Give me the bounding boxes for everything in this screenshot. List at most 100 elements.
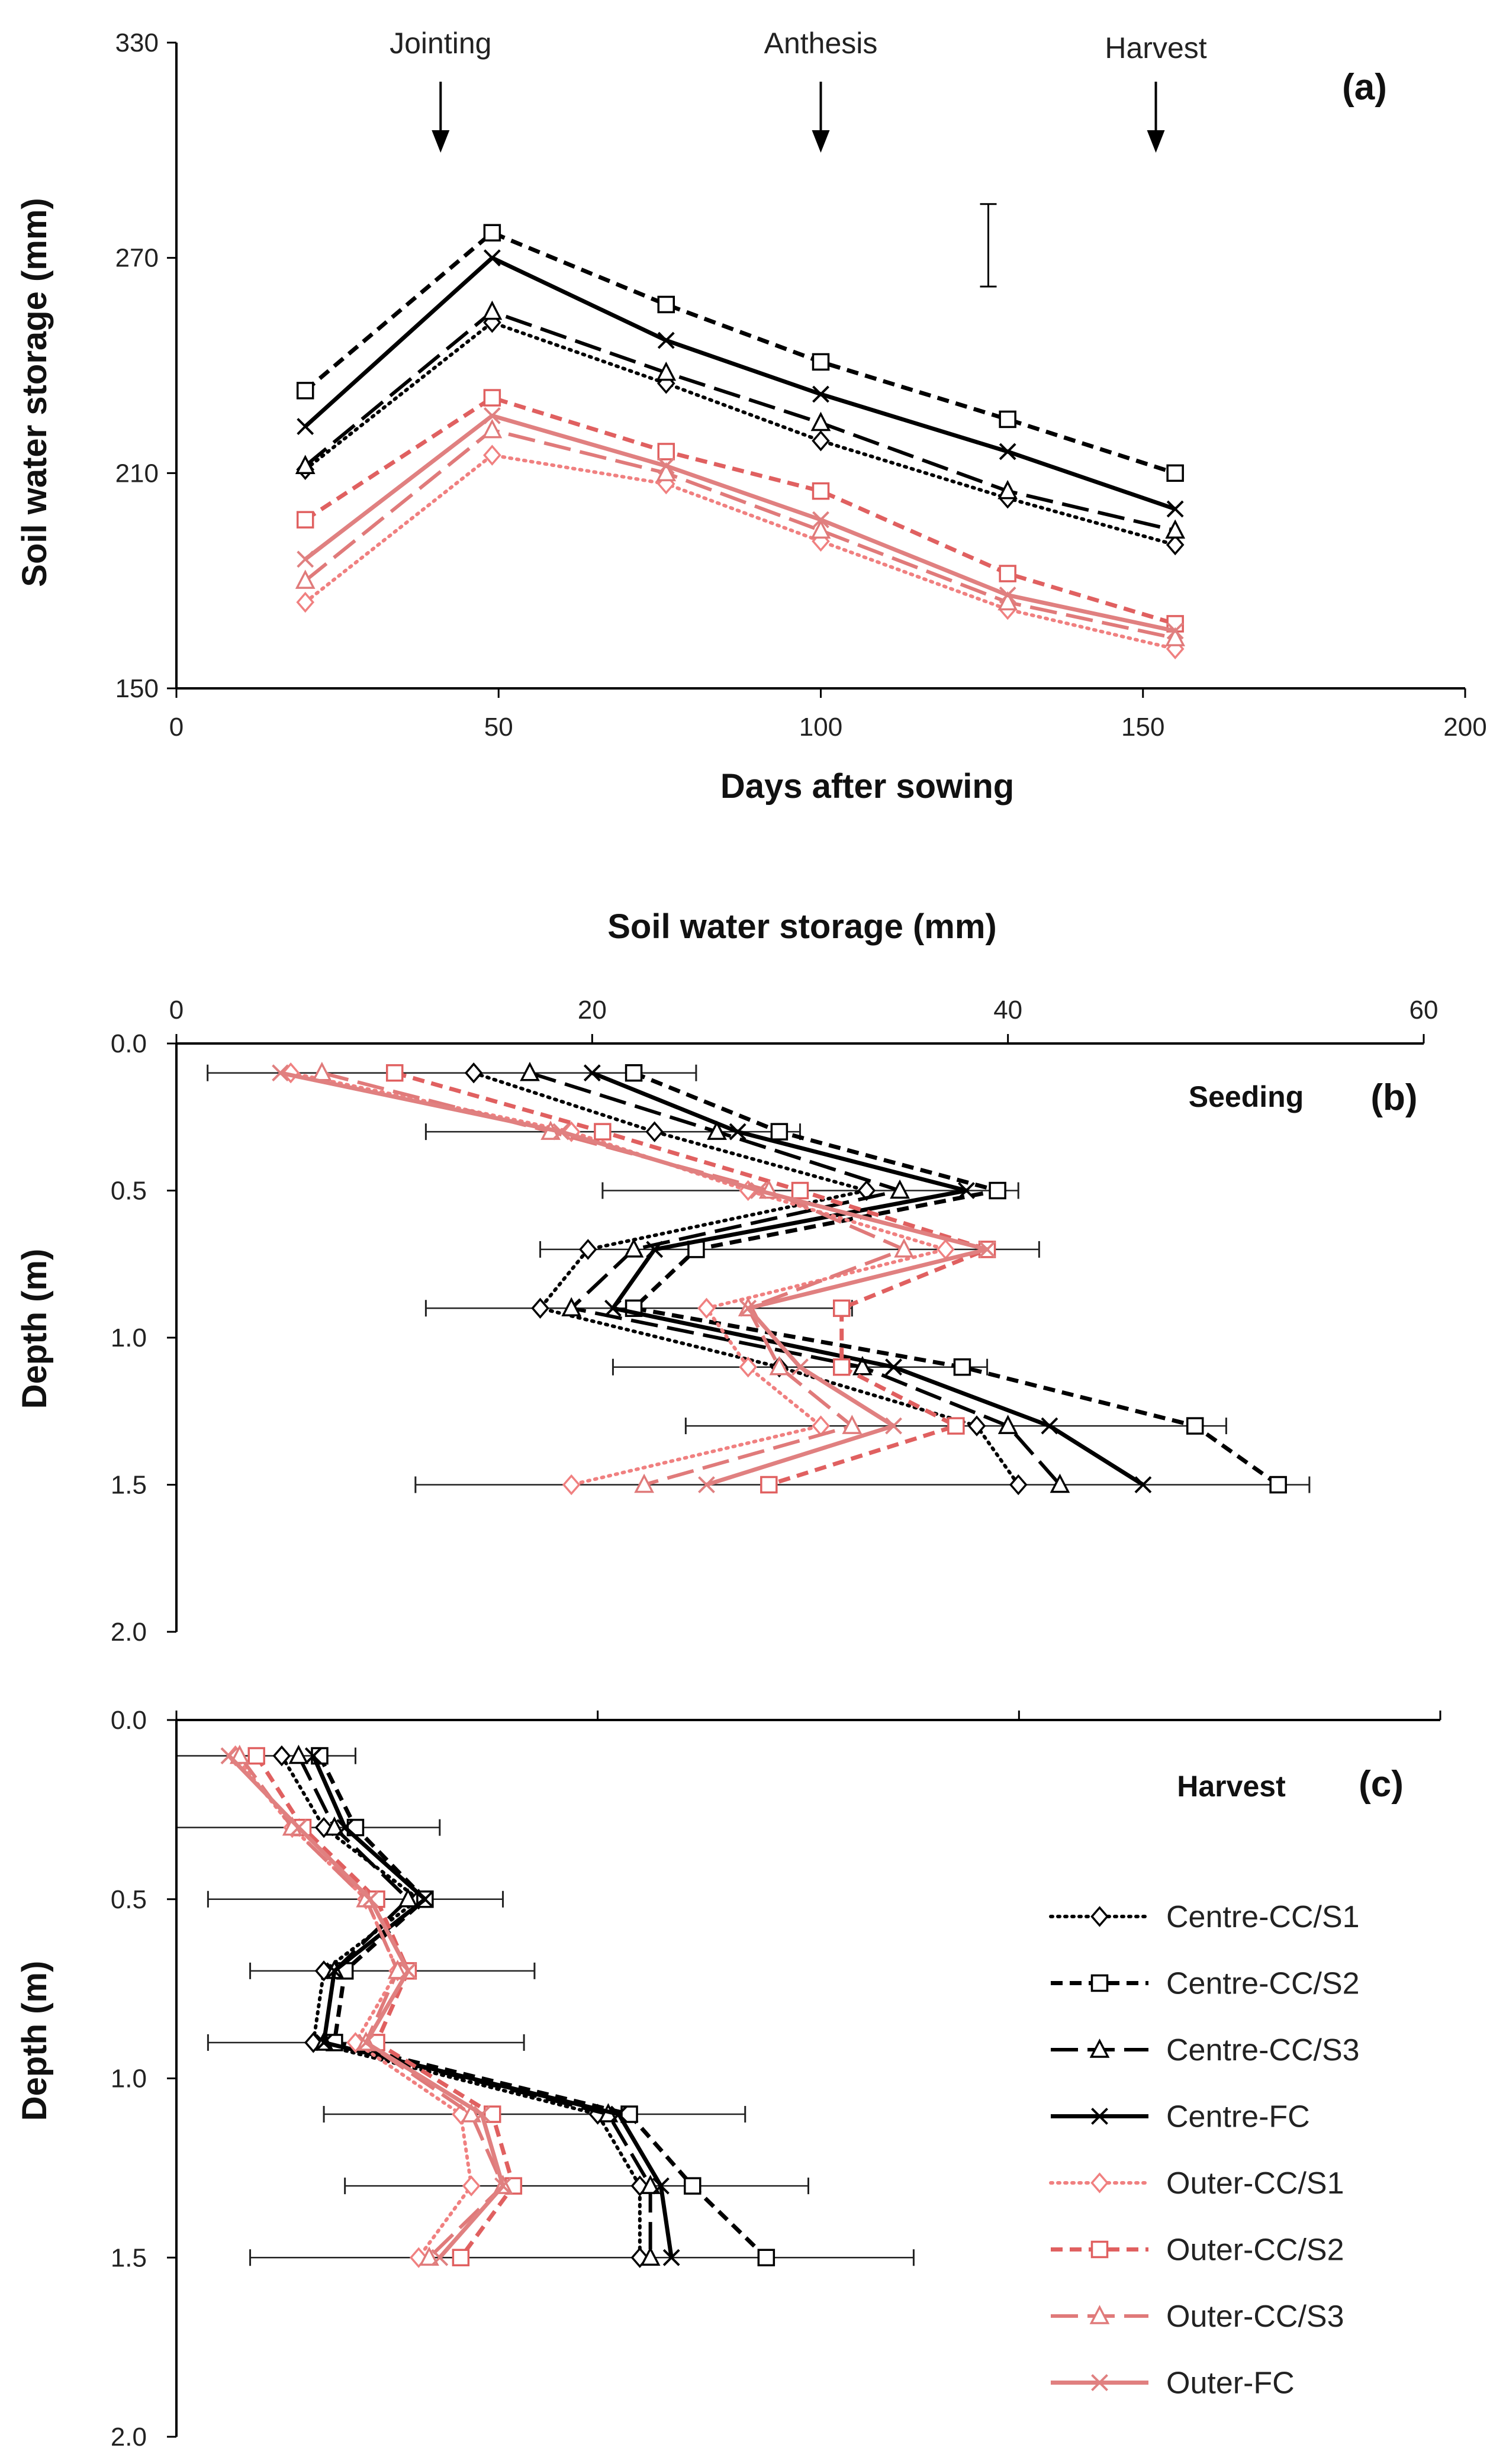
- panel-b-x-tick-label: 60: [1410, 996, 1439, 1025]
- panel-b-point-centre-fc: [583, 1064, 601, 1082]
- panel-a-point-outer-cc-s3: [810, 519, 831, 539]
- panel-a-point-outer-cc-s3: [482, 418, 503, 439]
- panel-a-point-outer-cc-s1: [296, 591, 315, 613]
- panel-b-point-outer-fc: [739, 1299, 757, 1317]
- panel-b-point-centre-fc: [729, 1123, 746, 1141]
- panel-a-point-centre-cc-s2: [296, 382, 314, 400]
- panel-c-line-outer-cc-s1: [233, 1754, 474, 2260]
- panel-a-point-centre-cc-s2: [999, 410, 1016, 429]
- panel-b-line-outer-cc-s1: [289, 1071, 948, 1487]
- panel-b-stage-label: Seeding: [1189, 1080, 1304, 1113]
- legend-entry-outer-cc-s2: Outer-CC/S2: [1051, 2233, 1344, 2267]
- panel-c-point-centre-cc-s3: [640, 2246, 661, 2266]
- panel-a-point-centre-cc-s2: [483, 224, 501, 241]
- panel-b-axes: [167, 1034, 1425, 1633]
- panel-c-line-outer-fc: [227, 1754, 506, 2259]
- legend-marker-outer-cc-s1: [1090, 2172, 1109, 2194]
- panel-b-series-outer-fc: [272, 1064, 996, 1493]
- panel-a-point-centre-fc: [812, 385, 829, 403]
- panel-c-point-centre-fc: [662, 2249, 680, 2266]
- legend-label-outer-cc-s2: Outer-CC/S2: [1166, 2233, 1344, 2267]
- panel-a-y-tick-label: 210: [115, 459, 159, 488]
- panel-c-point-centre-fc: [652, 2177, 670, 2195]
- legend-marker-outer-fc: [1091, 2374, 1108, 2391]
- panel-c-point-centre-fc: [336, 1819, 354, 1837]
- annotation-jointing: Jointing: [390, 27, 491, 60]
- panel-c-point-outer-cc-s2: [247, 1747, 265, 1765]
- panel-a-point-outer-cc-s2: [657, 443, 675, 460]
- legend-entry-centre-cc-s1: Centre-CC/S1: [1049, 1900, 1360, 1934]
- panel-a-series-centre-cc-s2: [296, 224, 1184, 482]
- panel-a-point-centre-fc: [999, 443, 1016, 460]
- legend-entry-centre-cc-s3: Centre-CC/S3: [1051, 2033, 1360, 2067]
- panel-b-point-outer-cc-s3: [769, 1355, 790, 1376]
- panel-a-point-centre-cc-s1: [812, 430, 830, 452]
- panel-c-axes: [167, 1711, 1441, 2438]
- panel-a-line-outer-cc-s3: [304, 428, 1176, 640]
- panel-b-y-tick-label: 1.0: [111, 1323, 147, 1352]
- panel-c-point-outer-cc-s3: [461, 2103, 482, 2122]
- panel-b-point-outer-cc-s1: [697, 1297, 716, 1319]
- panel-a-error-bar: [980, 203, 997, 288]
- panel-b-x-tick-label: 0: [169, 996, 184, 1025]
- panel-b-point-outer-cc-s1: [739, 1357, 758, 1378]
- panel-c-point-centre-fc: [326, 1962, 343, 1980]
- panel-c-point-centre-cc-s2: [757, 2249, 775, 2266]
- panel-c-point-centre-cc-s2: [684, 2177, 701, 2195]
- panel-b-point-centre-cc-s2: [625, 1064, 643, 1082]
- panel-b-point-centre-cc-s2: [989, 1181, 1006, 1200]
- panel-b-tick-labels: 0 20 40 60 0.0 0.5 1.0 1.5 2.0: [111, 996, 1439, 1647]
- panel-a-point-outer-fc: [657, 457, 675, 475]
- legend-entry-centre-cc-s2: Centre-CC/S2: [1051, 1967, 1360, 2001]
- panel-a-y-tick-label: 150: [115, 674, 159, 703]
- panel-a-line-centre-cc-s1: [303, 320, 1177, 547]
- panel-c-point-centre-cc-s3: [398, 1888, 419, 1908]
- panel-b-line-centre-fc: [591, 1071, 1144, 1487]
- panel-a-point-centre-fc: [297, 418, 314, 435]
- panel-b-error-bar: [539, 1241, 1040, 1258]
- panel-a-series-outer-fc: [297, 407, 1184, 640]
- legend-label-outer-cc-s1: Outer-CC/S1: [1166, 2166, 1344, 2201]
- panel-c-point-outer-fc: [357, 2034, 375, 2051]
- panel-a-series-outer-cc-s3: [295, 418, 1186, 646]
- panel-b-point-outer-fc: [885, 1417, 902, 1435]
- panel-b-point-centre-fc: [1134, 1476, 1152, 1493]
- panel-b-x-tick-label: 40: [993, 996, 1022, 1025]
- panel-a-x-tick-label: 0: [169, 713, 184, 742]
- panel-c-error-bar: [344, 2178, 809, 2195]
- panel-b-label: (b): [1370, 1077, 1417, 1118]
- panel-a-y-tick-label: 330: [115, 28, 159, 57]
- panel-b-line-centre-cc-s1: [472, 1071, 1021, 1487]
- panel-a-y-tick-label: 270: [115, 244, 159, 273]
- panel-c-point-outer-cc-s2: [452, 2249, 470, 2266]
- panel-b-y-tick-label: 2.0: [111, 1618, 147, 1647]
- panel-c-line-centre-cc-s1: [279, 1754, 642, 2260]
- panel-a-point-outer-fc: [999, 586, 1016, 604]
- panel-a-point-outer-cc-s2: [483, 389, 501, 407]
- legend-marker-centre-fc: [1091, 2108, 1108, 2125]
- panel-b-point-centre-fc: [646, 1241, 664, 1258]
- panel-c-line-outer-cc-s3: [238, 1754, 505, 2259]
- panel-b-point-centre-cc-s2: [1186, 1417, 1204, 1435]
- panel-a-series-centre-cc-s3: [295, 300, 1186, 539]
- panel-b-y-tick-label: 0.0: [111, 1029, 147, 1058]
- legend-marker-outer-cc-s3: [1089, 2305, 1110, 2324]
- panel-c-point-outer-fc: [220, 1747, 238, 1764]
- panel-a-point-outer-cc-s2: [296, 511, 314, 529]
- panel-b-series-centre-cc-s3: [520, 1061, 1070, 1493]
- panel-c-point-outer-fc: [473, 2105, 491, 2123]
- panel-a-label: (a): [1342, 67, 1387, 108]
- panel-b-point-centre-fc: [1041, 1417, 1058, 1435]
- panel-b-point-centre-cc-s3: [623, 1238, 644, 1258]
- panel-c-point-centre-fc: [315, 2034, 333, 2051]
- panel-b-line-centre-cc-s3: [529, 1071, 1061, 1486]
- panel-c-series-outer-fc: [220, 1747, 511, 2266]
- panel-a-point-centre-fc: [483, 249, 501, 267]
- panel-b-point-outer-cc-s2: [832, 1299, 851, 1318]
- panel-b-point-outer-fc: [698, 1476, 715, 1493]
- panel-a-line-centre-cc-s3: [304, 310, 1176, 533]
- panel-b-point-centre-cc-s1: [578, 1239, 597, 1260]
- panel-b-point-centre-cc-s3: [520, 1061, 540, 1081]
- panel-c: 0.0 0.5 1.0 1.5 2.0 Harvest (c) Depth (m): [15, 1706, 1441, 2452]
- panel-a-point-outer-fc: [812, 511, 829, 529]
